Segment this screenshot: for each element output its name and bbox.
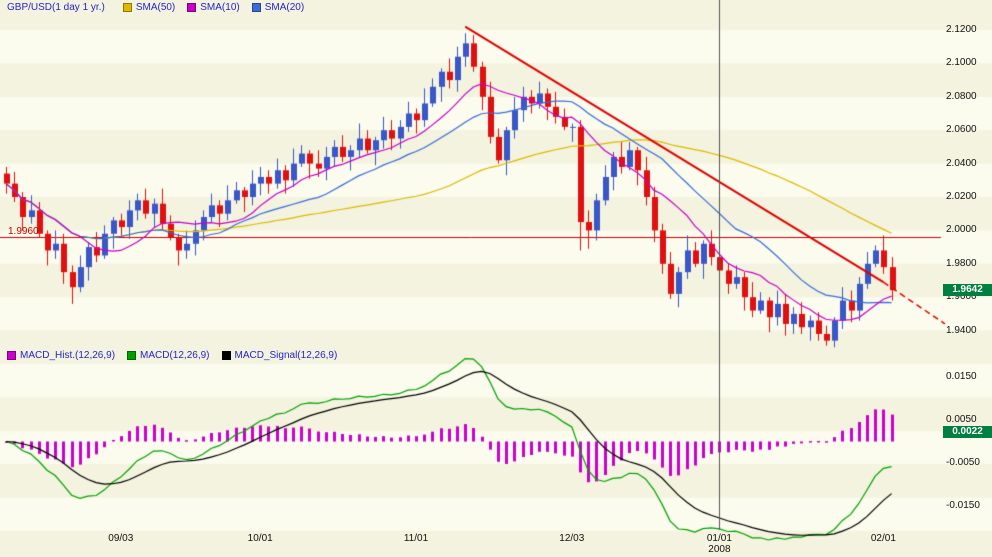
- macd-axis-label: -0.0050: [946, 457, 980, 468]
- last-price-badge: 1.9642: [943, 284, 992, 297]
- legend-macd-line-label: MACD(12,26,9): [140, 350, 210, 361]
- time-axis-label: 11/01: [403, 533, 429, 544]
- macd-signal-swatch-icon: [221, 351, 231, 360]
- legend-macd-signal-label: MACD_Signal(12,26,9): [234, 350, 338, 361]
- macd-value-badge: 0.0022: [943, 426, 992, 439]
- time-axis-label: 02/01: [870, 533, 896, 544]
- time-axis-label: 12/03: [559, 533, 585, 544]
- sma10-swatch-icon: [187, 3, 197, 12]
- legend-sma10-label: SMA(10): [200, 2, 240, 13]
- price-axis-label: 2.0600: [946, 124, 977, 136]
- sma50-swatch-icon: [122, 3, 132, 12]
- macd-hist-swatch-icon: [7, 351, 16, 360]
- time-axis-label: 10/01: [247, 533, 273, 544]
- macd-line-swatch-icon: [127, 351, 137, 360]
- legend-sma20-label: SMA(20): [264, 2, 305, 13]
- legend-sma20[interactable]: SMA(20): [251, 2, 305, 13]
- legend-macd-hist-label: MACD_Hist.(12,26,9): [20, 350, 116, 361]
- legend-sma50[interactable]: SMA(50): [122, 2, 176, 13]
- price-axis-label: 1.9600: [946, 291, 977, 303]
- legend-macd-hist[interactable]: MACD_Hist.(12,26,9): [7, 350, 115, 361]
- price-axis-label: 1.9800: [946, 257, 977, 269]
- legend-sma50-label: SMA(50): [135, 2, 176, 13]
- sma20-swatch-icon: [251, 3, 261, 12]
- price-axis-label: 2.0200: [946, 191, 977, 202]
- legend-sma10[interactable]: SMA(10): [187, 2, 240, 13]
- macd-axis-label: 0.0050: [946, 414, 977, 425]
- price-axis-label: 1.9400: [946, 324, 977, 336]
- price-axis-label: 2.0000: [946, 224, 977, 236]
- macd-axis-label: -0.0150: [946, 500, 980, 511]
- year-label: 2008: [708, 544, 731, 555]
- price-axis-label: 2.0400: [946, 157, 977, 169]
- time-axis-label: 09/03: [108, 533, 134, 544]
- time-axis-label: 01/01 2008: [706, 533, 732, 555]
- price-legend: GBP/USD(1 day 1 yr.) SMA(50) SMA(10) SMA…: [7, 2, 304, 13]
- legend-macd-line[interactable]: MACD(12,26,9): [127, 350, 210, 361]
- macd-legend: MACD_Hist.(12,26,9) MACD(12,26,9) MACD_S…: [7, 350, 337, 361]
- legend-macd-signal[interactable]: MACD_Signal(12,26,9): [221, 350, 338, 361]
- symbol-title: GBP/USD(1 day 1 yr.): [7, 2, 105, 13]
- macd-axis-label: 0.0150: [946, 371, 977, 382]
- price-axis-label: 2.0800: [946, 90, 977, 102]
- price-axis-label: 2.1000: [946, 57, 977, 69]
- price-axis-label: 2.1200: [946, 24, 977, 35]
- price-level-label: 1.9960: [8, 226, 39, 238]
